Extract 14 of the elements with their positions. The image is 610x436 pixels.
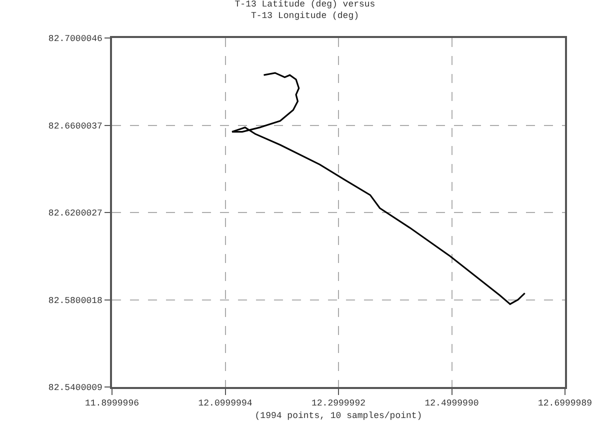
x-tick-label: 11.8999996: [84, 398, 140, 409]
x-axis-title: (1994 points, 10 samples/point): [254, 410, 422, 421]
chart-title: T-13 Latitude (deg) versus: [234, 0, 376, 10]
x-tick-label: 12.2999992: [311, 398, 366, 409]
x-tick-label: 12.0999994: [198, 398, 252, 409]
y-tick-label: 82.6600037: [48, 121, 102, 132]
x-tick-label: 12.4999990: [424, 398, 479, 409]
y-tick-label: 82.5800018: [48, 296, 102, 306]
y-tick-label: 82.7000046: [48, 34, 102, 44]
line-series: [231, 72, 526, 305]
y-tick-label: 82.5400009: [48, 383, 102, 394]
x-tick-label: 12.6999989: [538, 398, 592, 409]
chart-subtitle: T-13 Longitude (deg): [250, 11, 360, 22]
y-tick-label: 82.6200027: [48, 208, 102, 219]
